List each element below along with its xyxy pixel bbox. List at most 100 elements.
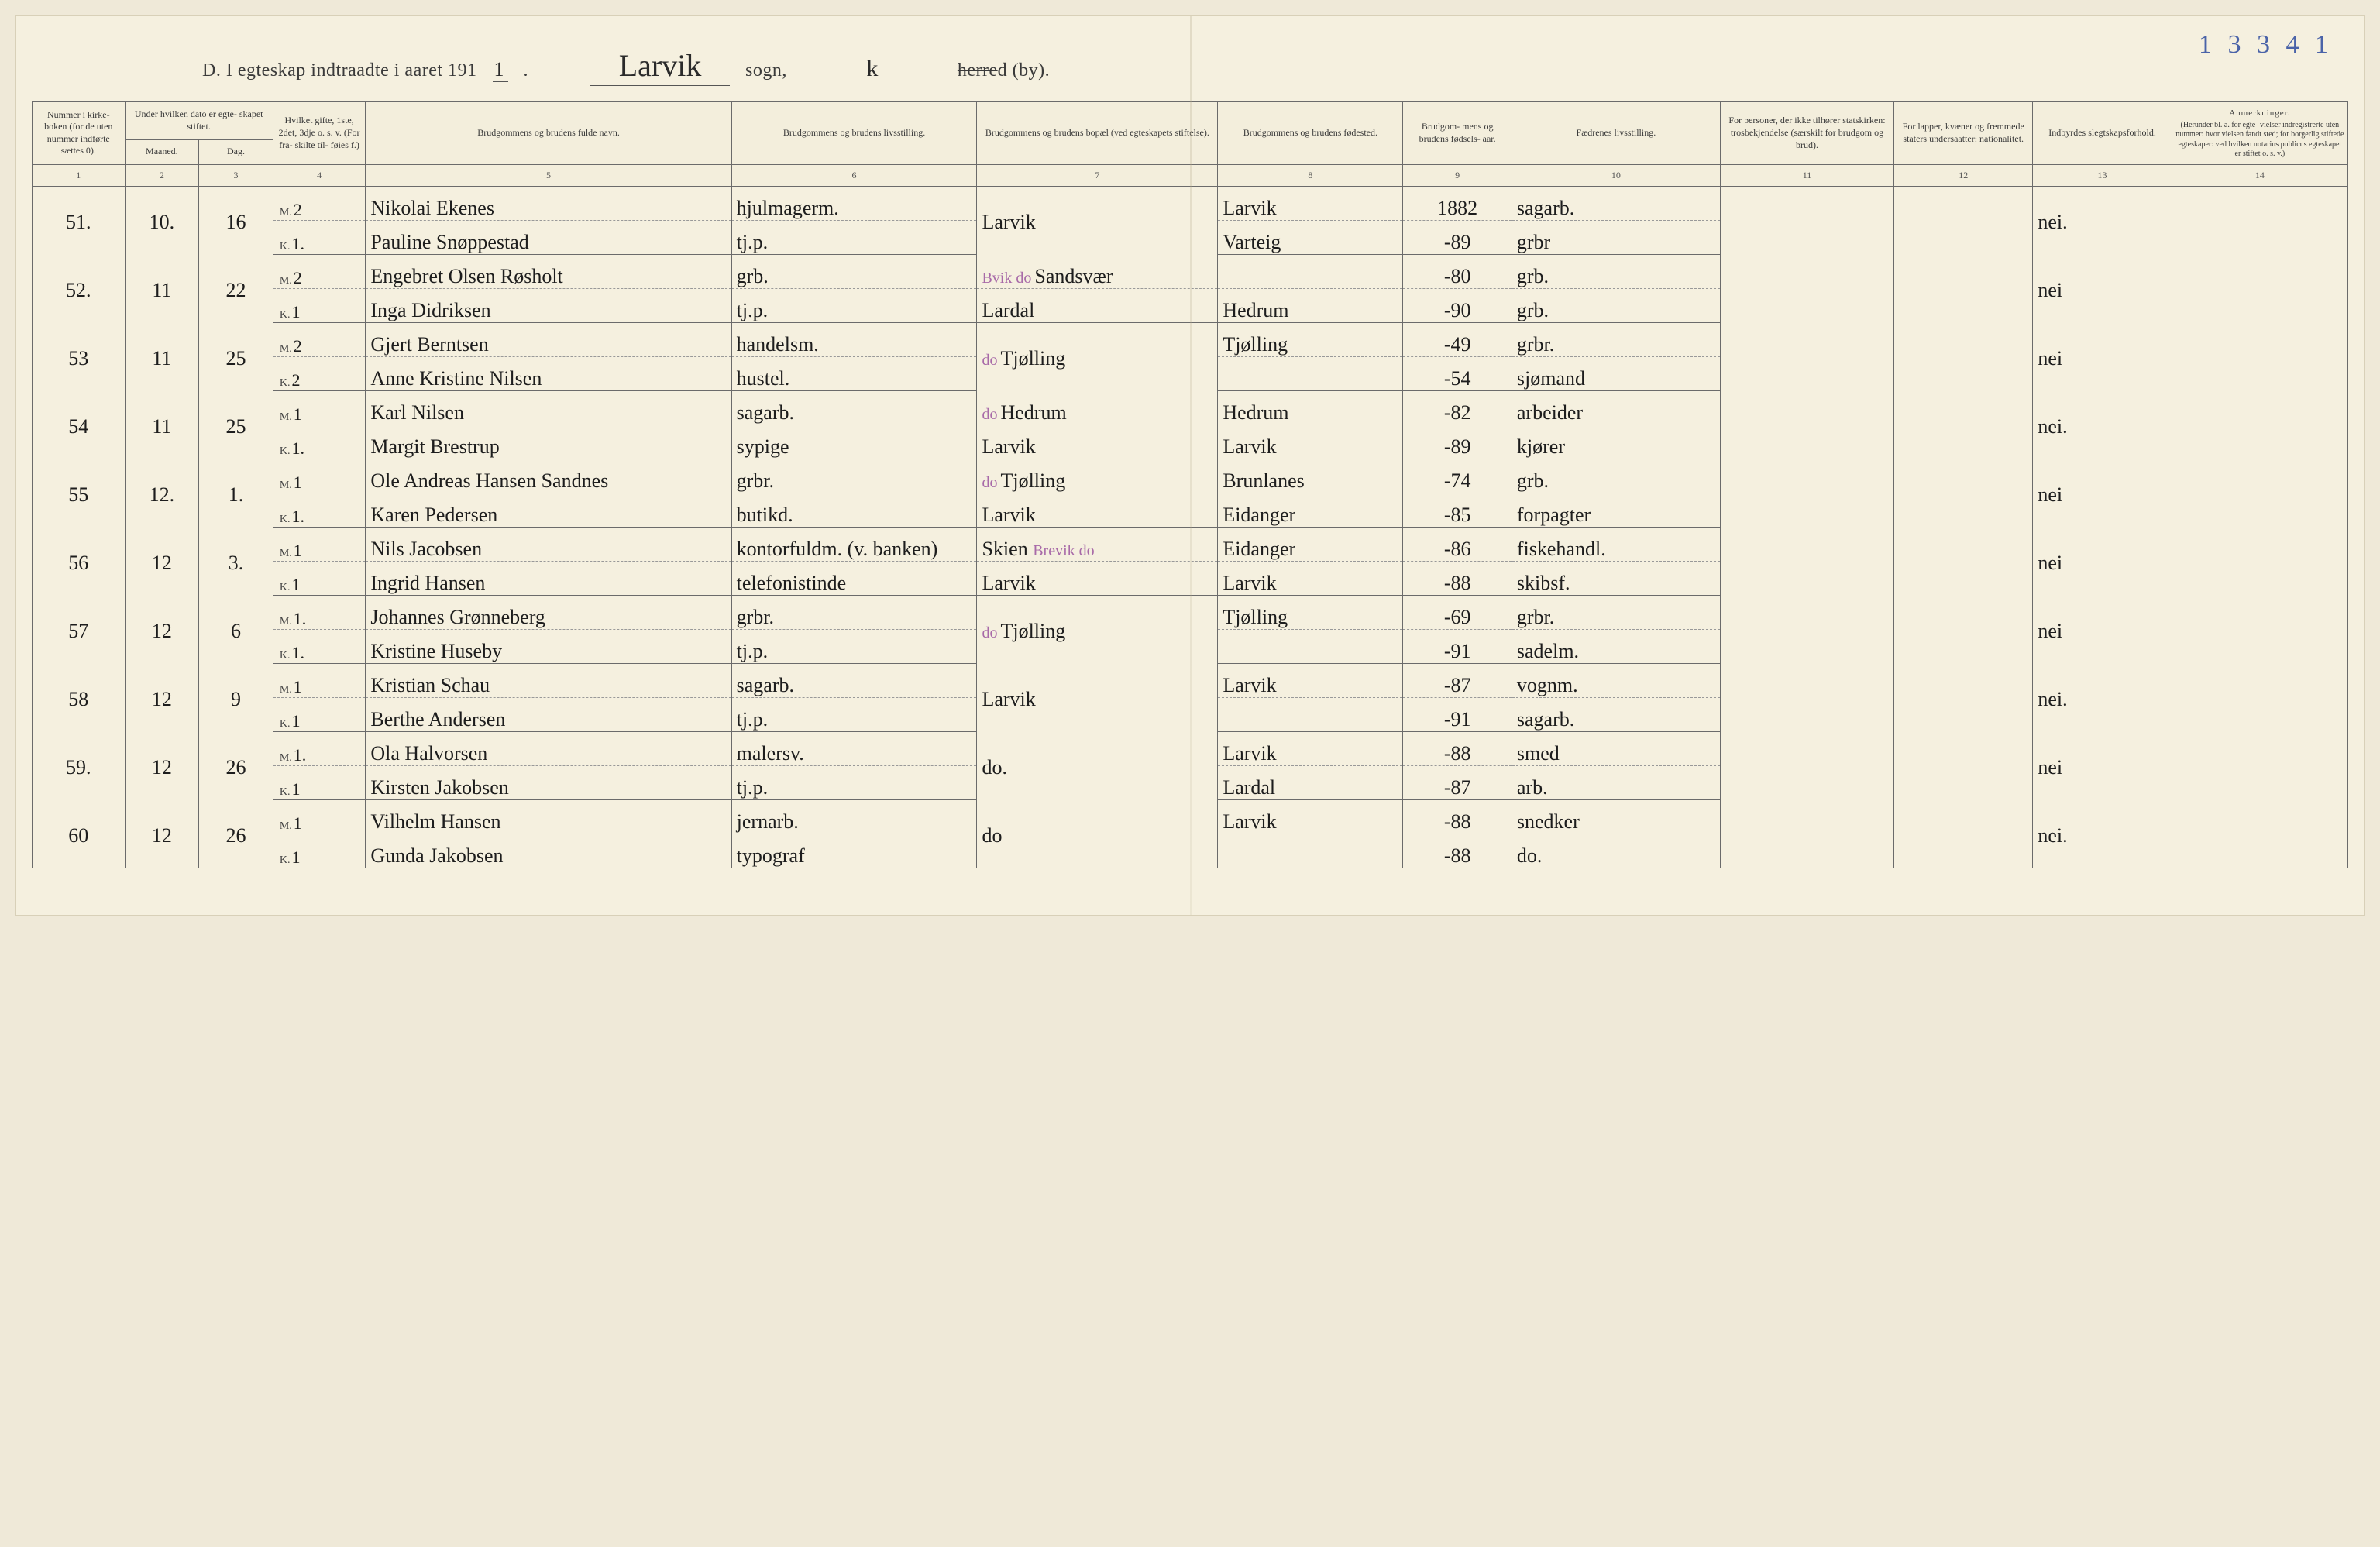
groom-birthyear: -69	[1403, 596, 1512, 630]
bride-name: Karen Pedersen	[366, 493, 731, 528]
entry-month: 10.	[125, 187, 199, 255]
groom-occupation: sagarb.	[731, 664, 977, 698]
groom-father-occ: grbr.	[1512, 596, 1720, 630]
table-body: 51.10.16M.2Nikolai Ekeneshjulmagerm.Larv…	[33, 187, 2348, 868]
confession	[1720, 391, 1893, 459]
bride-birthyear: -87	[1403, 766, 1512, 800]
groom-birthyear: -49	[1403, 323, 1512, 357]
bride-occupation: tj.p.	[731, 766, 977, 800]
kinship: nei.	[2033, 391, 2172, 459]
groom-birthplace: Larvik	[1218, 800, 1403, 834]
confession	[1720, 596, 1893, 664]
bride-occupation: hustel.	[731, 357, 977, 391]
colnum: 8	[1218, 164, 1403, 187]
entry-day: 25	[199, 391, 273, 459]
groom-name: Nikolai Ekenes	[366, 187, 731, 221]
heading-year-suffix: 1	[493, 58, 508, 82]
entry-row-groom: 59.1226M.1.Ola Halvorsenmalersv.do.Larvi…	[33, 732, 2348, 766]
nationality	[1894, 732, 2033, 800]
bride-father-occ: sadelm.	[1512, 630, 1720, 664]
colnum: 6	[731, 164, 977, 187]
bride-occupation: typograf	[731, 834, 977, 868]
entry-row-groom: 52.1122M.2Engebret Olsen Røsholtgrb.Bvik…	[33, 255, 2348, 289]
bride-birthyear: -88	[1403, 562, 1512, 596]
bride-occupation: tj.p.	[731, 289, 977, 323]
parish-name-handwritten: Larvik	[590, 47, 730, 86]
groom-occupation: sagarb.	[731, 391, 977, 425]
residence: do.	[977, 732, 1218, 800]
mk-bride: K.1.	[273, 630, 366, 664]
mk-bride: K.1	[273, 289, 366, 323]
groom-birthyear: -80	[1403, 255, 1512, 289]
entry-row-groom: 531125M.2Gjert Berntsenhandelsm.doTjølli…	[33, 323, 2348, 357]
entry-row-groom: 5512.1.M.1Ole Andreas Hansen Sandnesgrbr…	[33, 459, 2348, 493]
column-number-row: 1 2 3 4 5 6 7 8 9 10 11 12 13 14	[33, 164, 2348, 187]
groom-name: Nils Jacobsen	[366, 528, 731, 562]
groom-birthyear: -86	[1403, 528, 1512, 562]
confession	[1720, 664, 1893, 732]
groom-birthyear: -82	[1403, 391, 1512, 425]
groom-birthyear: -88	[1403, 800, 1512, 834]
remarks	[2172, 596, 2347, 664]
groom-occupation: malersv.	[731, 732, 977, 766]
col-header-date: Under hvilken dato er egte- skapet stift…	[125, 102, 273, 140]
colnum: 10	[1512, 164, 1720, 187]
kinship: nei.	[2033, 187, 2172, 255]
bride-father-occ: kjører	[1512, 425, 1720, 459]
mk-groom: M.2	[273, 323, 366, 357]
page-number-handwritten: 1 3 3 4 1	[2199, 30, 2333, 60]
groom-birthplace: Tjølling	[1218, 323, 1403, 357]
ledger-page: 1 3 3 4 1 D. I egteskap indtraadte i aar…	[15, 15, 2365, 916]
colnum: 5	[366, 164, 731, 187]
bride-birthplace: Lardal	[1218, 766, 1403, 800]
entry-month: 12	[125, 596, 199, 664]
colnum: 1	[33, 164, 126, 187]
entry-number: 51.	[33, 187, 126, 255]
entry-month: 12	[125, 800, 199, 868]
entry-month: 12	[125, 732, 199, 800]
entry-row-groom: 541125M.1Karl Nilsensagarb.doHedrumHedru…	[33, 391, 2348, 425]
bride-father-occ: forpagter	[1512, 493, 1720, 528]
entry-number: 58	[33, 664, 126, 732]
entry-number: 55	[33, 459, 126, 528]
entry-row-groom: 58129M.1Kristian Schausagarb.LarvikLarvi…	[33, 664, 2348, 698]
bride-occupation: butikd.	[731, 493, 977, 528]
herred-label: herred (by).	[958, 60, 1050, 81]
entry-number: 53	[33, 323, 126, 391]
groom-occupation: grb.	[731, 255, 977, 289]
bride-birthplace: Varteig	[1218, 221, 1403, 255]
bride-occupation: sypige	[731, 425, 977, 459]
remarks	[2172, 459, 2347, 528]
bride-father-occ: sjømand	[1512, 357, 1720, 391]
groom-father-occ: sagarb.	[1512, 187, 1720, 221]
groom-birthplace	[1218, 255, 1403, 289]
entry-number: 54	[33, 391, 126, 459]
table-header: Nummer i kirke- boken (for de uten numme…	[33, 102, 2348, 187]
nationality	[1894, 323, 2033, 391]
bride-residence: Larvik	[977, 493, 1218, 528]
kinship: nei	[2033, 459, 2172, 528]
entry-day: 26	[199, 732, 273, 800]
entry-number: 56	[33, 528, 126, 596]
residence: Larvik	[977, 187, 1218, 255]
confession	[1720, 800, 1893, 868]
remarks	[2172, 391, 2347, 459]
remarks	[2172, 528, 2347, 596]
mk-groom: M.1	[273, 664, 366, 698]
bride-birthplace	[1218, 834, 1403, 868]
groom-birthyear: -88	[1403, 732, 1512, 766]
groom-birthyear: 1882	[1403, 187, 1512, 221]
col-header-confession: For personer, der ikke tilhører statskir…	[1720, 102, 1893, 165]
kinship: nei	[2033, 596, 2172, 664]
bride-father-occ: do.	[1512, 834, 1720, 868]
groom-name: Ola Halvorsen	[366, 732, 731, 766]
groom-birthplace: Larvik	[1218, 732, 1403, 766]
bride-name: Pauline Snøppestad	[366, 221, 731, 255]
mk-bride: K.1.	[273, 425, 366, 459]
mk-groom: M.1	[273, 800, 366, 834]
confession	[1720, 255, 1893, 323]
residence: doHedrum	[977, 391, 1218, 425]
entry-row-groom: 57126M.1.Johannes Grønneberggrbr.doTjøll…	[33, 596, 2348, 630]
nationality	[1894, 391, 2033, 459]
col-header-fathers: Fædrenes livsstilling.	[1512, 102, 1720, 165]
